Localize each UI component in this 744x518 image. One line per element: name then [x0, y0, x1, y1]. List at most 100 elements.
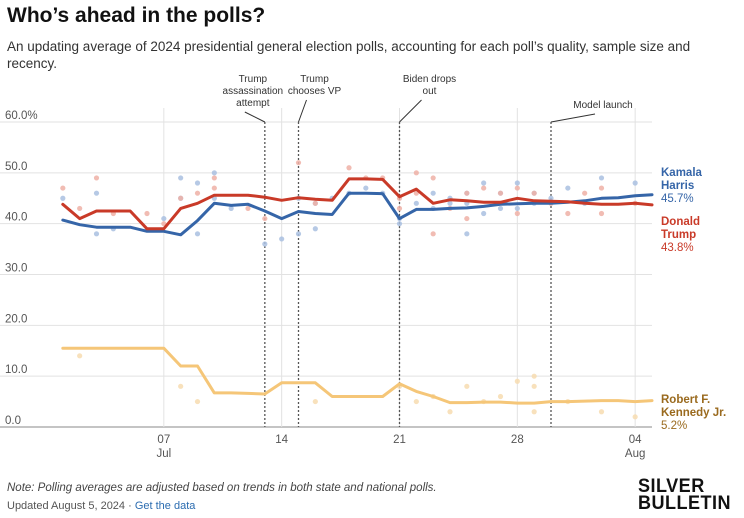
- series-label: Kamala: [661, 167, 703, 179]
- poll-dot: [531, 373, 537, 379]
- poll-dot: [77, 353, 83, 359]
- y-tick-label: 50.0: [5, 161, 27, 173]
- y-tick-label: 20.0: [5, 313, 27, 325]
- series-line: [61, 346, 654, 405]
- poll-dot: [598, 210, 605, 217]
- poll-dot: [194, 180, 201, 186]
- logo-line-1: SILVER: [638, 476, 705, 497]
- poll-dot: [194, 231, 201, 237]
- series-lines: [61, 177, 654, 405]
- event-label: Trump: [239, 74, 268, 85]
- poll-dot: [279, 236, 285, 242]
- poll-dot: [396, 205, 403, 212]
- poll-dot: [497, 205, 504, 212]
- y-tick-label: 40.0: [5, 212, 27, 224]
- poll-dot: [565, 185, 571, 191]
- poll-dot: [464, 215, 470, 222]
- poll-dot: [413, 170, 419, 176]
- poll-dot: [430, 231, 436, 237]
- poll-dot: [430, 175, 436, 181]
- poll-dot: [531, 409, 537, 415]
- poll-dot: [413, 398, 419, 405]
- poll-dot: [312, 398, 318, 405]
- poll-dot: [632, 180, 638, 186]
- logo-line-2: BULLETIN: [638, 493, 732, 514]
- poll-dot: [582, 190, 588, 196]
- poll-dot: [548, 195, 554, 201]
- separator: ·: [125, 500, 135, 512]
- poll-dot: [430, 190, 436, 196]
- series-value-label: 5.2%: [661, 420, 687, 432]
- poll-dot: [295, 231, 302, 237]
- x-tick-label: 21: [393, 434, 406, 446]
- poll-dot: [565, 210, 571, 217]
- poll-dot: [228, 205, 234, 212]
- poll-dot: [178, 383, 184, 389]
- series-label: Harris: [661, 180, 694, 192]
- poll-dot: [211, 170, 217, 176]
- event-label: attempt: [236, 98, 270, 109]
- poll-dot: [531, 190, 537, 196]
- series-label: Robert F.: [661, 394, 710, 406]
- poll-dot: [312, 226, 318, 232]
- poll-dot: [447, 200, 453, 206]
- updated-date: Updated August 5, 2024: [7, 500, 126, 512]
- poll-dot: [93, 190, 100, 196]
- poll-dot: [447, 409, 453, 415]
- poll-dot: [211, 175, 217, 181]
- poll-dots: [60, 160, 638, 420]
- poll-dot: [60, 185, 66, 191]
- series-label: Donald: [661, 216, 700, 228]
- poll-dot: [464, 383, 470, 389]
- event-pointer: [550, 113, 596, 123]
- poll-dot: [178, 175, 184, 181]
- chart-subtitle: An updating average of 2024 presidential…: [7, 39, 691, 71]
- poll-dot: [514, 205, 520, 212]
- series-line: [61, 191, 654, 237]
- series-label: Kennedy Jr.: [661, 407, 726, 419]
- x-tick-label: 14: [275, 434, 288, 446]
- poll-dot: [161, 215, 167, 222]
- poll-dot: [93, 231, 100, 237]
- y-tick-label: 60.0%: [5, 110, 38, 122]
- series-value-label: 43.8%: [661, 242, 694, 254]
- series-line: [61, 177, 654, 231]
- poll-dot: [514, 378, 520, 384]
- poll-dot: [481, 185, 487, 191]
- poll-dot: [178, 195, 184, 201]
- poll-dot: [312, 200, 318, 206]
- poll-dot: [598, 409, 605, 415]
- poll-dot: [598, 185, 605, 191]
- footnote: Note: Polling averages are adjusted base…: [7, 482, 437, 494]
- poll-dot: [481, 180, 487, 186]
- x-axis-ticks: 07 Jul 14 21 28 04 Aug: [156, 434, 645, 460]
- event-label: Trump: [300, 74, 329, 85]
- silver-bulletin-logo: SILVER BULLETIN: [638, 476, 736, 514]
- poll-dot: [363, 185, 369, 191]
- poll-dot: [464, 231, 470, 237]
- poll-dot: [262, 241, 268, 247]
- get-data-link[interactable]: Get the data: [134, 500, 196, 512]
- poll-dot: [211, 185, 217, 191]
- poll-dot: [77, 205, 83, 212]
- x-tick-label: 04: [629, 434, 642, 446]
- poll-dot: [194, 190, 201, 196]
- poll-dot: [497, 190, 504, 196]
- poll-dot: [632, 414, 638, 420]
- poll-dot: [262, 215, 268, 222]
- event-label: Model launch: [573, 100, 632, 111]
- x-tick-sublabel: Aug: [625, 448, 645, 460]
- x-tick-sublabel: Jul: [156, 448, 171, 460]
- y-tick-label: 10.0: [5, 364, 27, 376]
- poll-dot: [245, 205, 251, 212]
- poll-dot: [464, 190, 470, 196]
- event-pointer: [399, 99, 422, 123]
- poll-dot: [144, 210, 150, 217]
- poll-dot: [295, 160, 302, 166]
- y-axis-ticks: 0.0 10.0 20.0 30.0 40.0 50.0 60.0%: [5, 110, 38, 427]
- event-pointer: [298, 99, 307, 123]
- poll-dot: [481, 210, 487, 217]
